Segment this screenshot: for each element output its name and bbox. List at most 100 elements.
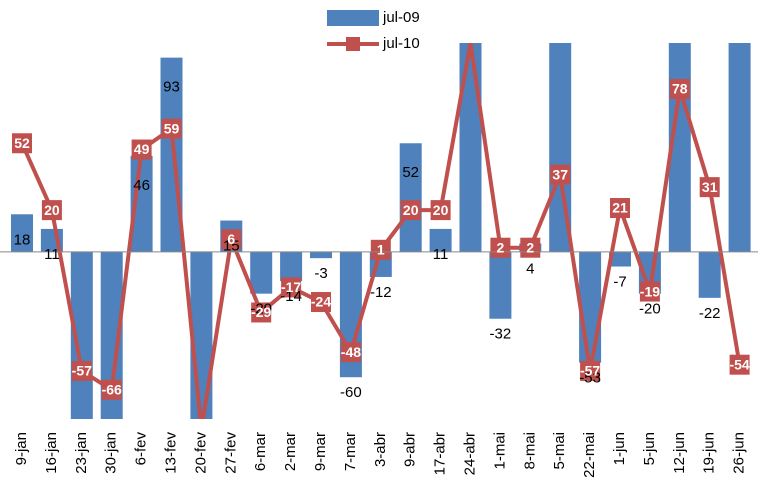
- data-label: 46: [133, 177, 150, 194]
- data-label: -7: [613, 273, 626, 290]
- x-tick-label: 6-fev: [133, 432, 150, 466]
- data-label: -66: [102, 381, 122, 397]
- marker: [580, 360, 601, 381]
- bar: [310, 251, 332, 259]
- marker: [340, 342, 361, 363]
- x-tick-label: 1-mai: [491, 432, 508, 470]
- marker: [400, 200, 421, 221]
- data-label: -3: [314, 265, 327, 282]
- marker: [12, 133, 32, 154]
- marker: [311, 292, 331, 313]
- data-label: 15: [223, 238, 240, 255]
- legend-label: jul-09: [382, 9, 420, 26]
- x-tick-label: 30-jan: [103, 432, 120, 474]
- bar: [100, 251, 123, 419]
- data-label: -17: [281, 279, 301, 295]
- line: [20, 43, 742, 419]
- data-label: 21: [612, 200, 628, 216]
- x-tick-label: 26-jun: [731, 432, 748, 474]
- data-label: 52: [402, 164, 419, 181]
- data-label: 6: [227, 231, 235, 247]
- data-label: -20: [250, 301, 272, 318]
- marker: [669, 78, 690, 99]
- bar: [459, 43, 482, 252]
- data-label: -48: [341, 344, 361, 360]
- data-label: 93: [163, 79, 180, 96]
- x-tick-label: 24-abr: [461, 432, 478, 475]
- marker: [41, 200, 62, 221]
- data-label: -22: [699, 305, 721, 322]
- x-tick-label: 17-abr: [432, 432, 449, 475]
- marker: [729, 354, 750, 375]
- data-label: -24: [311, 294, 331, 310]
- x-tick-label: 20-fev: [192, 432, 209, 474]
- x-tick-label: 5-mai: [551, 432, 568, 470]
- bar: [11, 214, 33, 252]
- bar: [399, 143, 422, 252]
- x-tick-label: 2-mar: [282, 432, 299, 471]
- data-label: 59: [164, 120, 180, 136]
- marker: [251, 302, 272, 323]
- marker: [639, 281, 660, 302]
- x-tick-label: 8-mai: [521, 432, 538, 470]
- data-label: 4: [526, 261, 534, 278]
- marker: [550, 164, 571, 185]
- data-label: -57: [580, 363, 600, 379]
- marker: [161, 118, 182, 139]
- data-label: 78: [672, 81, 688, 97]
- data-label: 20: [44, 202, 60, 218]
- plot-area: [11, 43, 751, 419]
- marker: [490, 237, 511, 258]
- bar: [728, 43, 751, 252]
- data-label: 2: [526, 239, 534, 255]
- data-label: -32: [490, 326, 512, 343]
- data-label: -12: [370, 284, 392, 301]
- data-label: 20: [433, 202, 449, 218]
- bar: [429, 228, 452, 252]
- bar: [70, 251, 93, 419]
- marker: [370, 239, 391, 260]
- marker: [430, 200, 451, 221]
- x-tick-label: 5-jun: [641, 432, 658, 465]
- x-tick-label: 16-jan: [43, 432, 60, 474]
- bar: [489, 251, 512, 319]
- legend-swatch: [327, 10, 379, 26]
- x-tick-label: 9-abr: [402, 432, 419, 467]
- marker: [699, 177, 720, 198]
- marker: [281, 277, 302, 298]
- data-label: -53: [579, 370, 601, 387]
- data-label: -60: [340, 384, 362, 401]
- data-label: -20: [639, 301, 661, 318]
- data-label: -14: [280, 288, 302, 305]
- bar: [609, 251, 631, 267]
- marker: [221, 229, 242, 250]
- data-label: 11: [433, 246, 449, 263]
- legend-label: jul-10: [382, 35, 420, 52]
- data-label: 1: [377, 242, 385, 258]
- data-label: -19: [640, 283, 660, 299]
- marker: [101, 379, 122, 400]
- data-label: -54: [729, 356, 749, 372]
- x-tick-label: 3-abr: [372, 432, 389, 467]
- x-tick-label: 7-mar: [342, 432, 359, 471]
- x-tick-label: 22-mai: [581, 432, 598, 478]
- x-tick-label: 13-fev: [162, 432, 179, 474]
- bar: [280, 251, 303, 282]
- data-label: 2: [497, 239, 505, 255]
- marker: [131, 139, 152, 160]
- data-label: -57: [72, 363, 92, 379]
- data-label: 49: [134, 141, 150, 157]
- data-label: 31: [702, 179, 718, 195]
- bar: [698, 251, 721, 298]
- x-tick-label: 19-jun: [701, 432, 718, 474]
- x-tick-label: 1-jun: [611, 432, 628, 465]
- marker: [610, 198, 630, 219]
- data-label: -29: [251, 304, 271, 320]
- legend-marker: [346, 37, 360, 51]
- marker: [71, 360, 92, 381]
- data-label: 18: [14, 231, 31, 248]
- x-tick-label: 27-fev: [222, 432, 239, 474]
- marker: [520, 237, 541, 258]
- x-tick-label: 9-jan: [13, 432, 30, 465]
